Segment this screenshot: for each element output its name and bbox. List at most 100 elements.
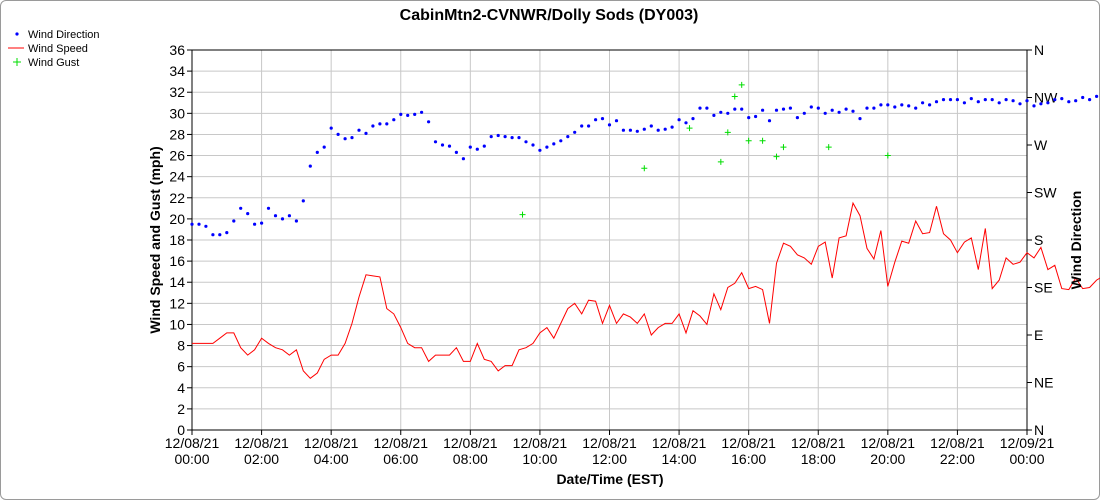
wind-direction-point (726, 111, 730, 115)
y-tick-label: 34 (169, 63, 185, 79)
wind-direction-point (614, 119, 619, 123)
wind-direction-point (1011, 99, 1015, 103)
wind-direction-point (510, 136, 514, 140)
wind-direction-point (246, 212, 250, 216)
wind-direction-point (740, 107, 744, 111)
wind-direction-point (1095, 94, 1099, 98)
wind-speed-line (192, 201, 1100, 379)
wind-direction-point (900, 103, 904, 107)
wind-direction-point (531, 143, 535, 147)
wind-direction-point (524, 140, 528, 144)
y-tick-label: 24 (169, 169, 185, 185)
x-tick-date: 12/08/21 (721, 435, 776, 451)
x-tick-time: 00:00 (174, 451, 209, 467)
chart-title: CabinMtn2-CVNWR/Dolly Sods (DY003) (400, 7, 699, 24)
wind-direction-point (928, 103, 932, 107)
y-tick-label: 10 (169, 316, 185, 332)
wind-direction-point (399, 112, 403, 116)
wind-direction-point (1081, 95, 1085, 100)
wind-gust-point (724, 129, 731, 136)
x-tick-date: 12/09/21 (1000, 435, 1055, 451)
x-tick-date: 12/08/21 (513, 435, 568, 451)
wind-direction-point (830, 108, 834, 112)
wind-direction-point (413, 112, 417, 116)
y-tick-label: 26 (169, 148, 185, 164)
wind-gust-point (686, 125, 693, 132)
wind-direction-point (858, 117, 862, 121)
wind-direction-point (308, 164, 312, 168)
axes: 024681012141618202224262830323436NNEESES… (165, 42, 1058, 467)
x-tick-time: 08:00 (453, 451, 488, 467)
wind-direction-point (816, 106, 820, 110)
wind-direction-series (190, 94, 1099, 237)
x-tick-time: 20:00 (870, 451, 905, 467)
legend-label-gust: Wind Gust (28, 57, 79, 69)
wind-direction-point (406, 113, 410, 117)
y-tick-label: 4 (177, 380, 185, 396)
wind-direction-point (1074, 99, 1078, 103)
wind-direction-point (872, 106, 876, 110)
wind-direction-point (781, 107, 786, 111)
wind-direction-point (357, 128, 361, 132)
y-tick-label: 0 (177, 422, 185, 438)
wind-direction-point (392, 118, 396, 122)
wind-direction-point (440, 143, 445, 147)
wind-gust-point (738, 81, 745, 88)
wind-direction-point (914, 106, 918, 110)
wind-direction-point (844, 107, 848, 111)
wind-direction-point (1004, 98, 1008, 102)
wind-gust-point (519, 211, 526, 218)
legend-item-gust: Wind Gust (13, 57, 79, 69)
y-tick-label: 16 (169, 253, 185, 269)
wind-direction-point (733, 107, 737, 111)
wind-gust-point (780, 144, 787, 151)
wind-direction-point (670, 125, 674, 129)
wind-direction-point (921, 101, 925, 105)
wind-direction-point (983, 98, 987, 102)
y-tick-label: 28 (169, 126, 185, 142)
y-tick-label: 2 (177, 401, 185, 417)
wind-gust-point (825, 144, 832, 151)
wind-direction-point (934, 100, 939, 104)
y-tick-label: 12 (169, 295, 185, 311)
wind-direction-point (649, 124, 653, 128)
y2-tick-label: W (1034, 137, 1048, 153)
wind-gust-point (773, 153, 780, 160)
wind-direction-point (865, 106, 869, 110)
wind-direction-point (566, 135, 570, 139)
wind-direction-point (239, 206, 243, 210)
wind-direction-point (496, 133, 500, 138)
wind-direction-point (1046, 101, 1050, 105)
wind-direction-point (600, 117, 605, 121)
wind-direction-point (594, 118, 598, 122)
wind-direction-point (517, 136, 521, 140)
wind-gust-point (884, 152, 891, 159)
wind-direction-point (663, 127, 667, 131)
grid (192, 50, 1027, 430)
wind-direction-point (552, 142, 556, 146)
wind-direction-point (322, 145, 326, 149)
wind-gust-point (745, 137, 752, 144)
y-tick-label: 14 (169, 274, 185, 290)
wind-direction-point (538, 148, 542, 152)
wind-direction-point (1067, 100, 1071, 104)
wind-direction-point (712, 113, 716, 117)
wind-direction-point (503, 135, 507, 139)
x-tick-time: 18:00 (801, 451, 836, 467)
wind-direction-point (1053, 98, 1057, 102)
wind-direction-point (260, 221, 264, 225)
y2-tick-label: NE (1034, 375, 1053, 391)
x-tick-date: 12/08/21 (374, 435, 429, 451)
x-tick-date: 12/08/21 (791, 435, 846, 451)
wind-direction-point (461, 157, 465, 161)
plot-area (191, 49, 1028, 431)
wind-direction-point (427, 120, 431, 124)
legend-marker-gust (13, 58, 21, 66)
wind-direction-point (879, 103, 883, 107)
wind-direction-point (211, 233, 215, 237)
y2-tick-label: N (1034, 42, 1044, 58)
wind-direction-point (482, 144, 486, 148)
wind-speed-series (192, 201, 1100, 379)
x-tick-date: 12/08/21 (861, 435, 916, 451)
